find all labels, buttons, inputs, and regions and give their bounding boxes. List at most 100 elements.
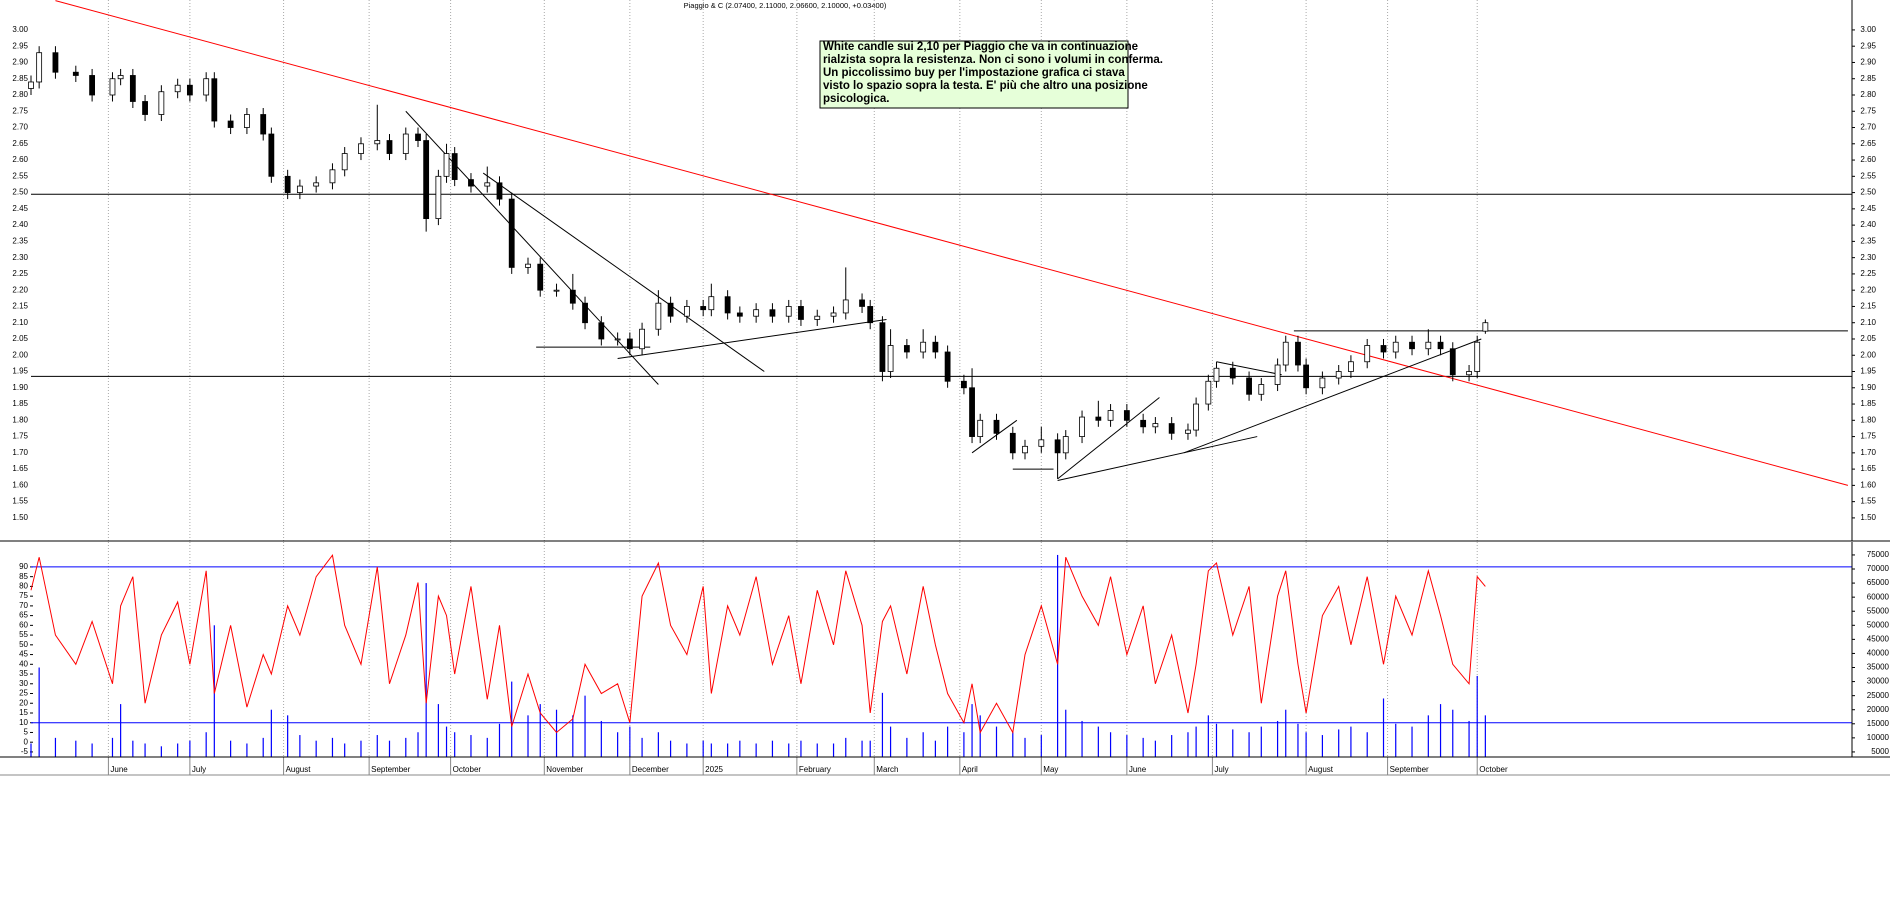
y-tick-label-right: 1.80 [1860,415,1876,424]
candle-body [36,52,43,83]
y-tick-label-right: 2.05 [1860,334,1876,343]
y-tick-label-right: 2.30 [1860,253,1876,262]
volume-bar [111,737,114,757]
volume-bar [934,740,936,757]
y-tick-label-right: 2.75 [1860,106,1876,115]
y2-tick-label: 20000 [1867,705,1890,714]
volume-bar [979,715,981,757]
y-tick-label: 2.75 [12,106,28,115]
volume-bar [189,740,191,757]
y-tick-label: 2.60 [12,155,28,164]
candle-body [944,351,951,382]
candle-body [1409,341,1415,350]
volume-bar [470,735,472,757]
candle-body [260,114,267,135]
y-tick-label: 2.45 [12,204,28,213]
y-tick-label-right: 2.35 [1860,236,1876,245]
x-tick-label: September [371,765,410,774]
candle-body [993,419,1000,434]
volume-bar [1484,715,1486,757]
candle-body [969,387,975,437]
volume-bar [641,737,643,757]
y-tick-label: 2.15 [12,302,28,311]
y-tick-label-right: 1.75 [1860,432,1876,441]
volume-bar [739,740,741,757]
volume-bar [454,732,456,757]
volume-bar [205,732,207,757]
y-tick-label: 2.05 [12,334,28,343]
volume-bar [287,715,289,757]
y2-tick-label: 35000 [1867,663,1890,672]
y-tick-label-right: 3.00 [1860,25,1876,34]
y-tick-label-right: 2.10 [1860,318,1876,327]
volume-bar [995,726,998,757]
candle-body [1054,439,1061,454]
volume-bar [1411,726,1413,757]
volume-bar [889,726,892,757]
volume-bar [1468,720,1470,757]
candle-body [1474,341,1481,372]
x-tick-label: June [1129,765,1147,774]
y-tick-label-right: 2.95 [1860,41,1876,50]
y-tick-label: 2.00 [12,350,28,359]
y-tick-label: 1.50 [12,513,28,522]
trend-line [1057,436,1258,481]
candle-body [830,312,837,317]
annotation-box [819,40,1129,109]
y-tick-label: 35 [19,669,28,678]
candle-body [1437,341,1444,350]
candle-body [700,306,707,311]
candle-body [1258,384,1265,395]
y2-tick-label: 75000 [1867,550,1890,559]
x-tick-label: 2025 [705,765,723,774]
y-tick-label: 1.90 [12,383,28,392]
volume-bar [1476,675,1478,757]
volume-bar [845,737,847,757]
candle-body [525,263,531,268]
y-tick-label-right: 2.50 [1860,188,1876,197]
candle-body [1482,322,1489,332]
x-tick-label: June [110,765,128,774]
y-tick-label-right: 1.50 [1860,513,1876,522]
candle-body [1213,367,1220,382]
candle-body [708,296,715,311]
volume-bar [331,737,334,757]
candle-body [598,322,605,340]
y2-tick-label: 60000 [1867,592,1890,601]
candle-body [451,153,458,180]
y-tick-label-right: 1.55 [1860,497,1876,506]
y-tick-label: 2.95 [12,41,28,50]
volume-bar [262,737,264,757]
candle-body [667,302,674,317]
candle-body [1319,377,1326,389]
candle-body [329,169,336,184]
volume-bar [405,737,407,757]
candle-body [1364,345,1371,363]
volume-bar [1232,729,1234,757]
candle-body [496,182,503,200]
y-tick-label: 70 [19,601,28,610]
volume-bar [669,740,672,757]
volume-bar [360,740,362,757]
volume-bar [971,704,973,757]
candle-body [402,133,409,154]
y-tick-label: -5 [21,747,29,756]
y-tick-label: 1.85 [12,399,28,408]
annotation-text: Un piccolissimo buy per l'impostazione g… [823,67,1125,79]
y-tick-label: 40 [19,659,28,668]
volume-bar [1382,698,1385,757]
volume-bar [1024,737,1026,757]
y-tick-label: 2.40 [12,220,28,229]
volume-bar [376,735,378,757]
volume-bar [881,692,884,757]
candle-body [313,182,320,187]
volume-bar [388,740,391,757]
volume-bar [344,743,346,757]
y-tick-label-right: 2.25 [1860,269,1876,278]
volume-bar [230,740,232,757]
volume-bar [1081,720,1083,757]
candle-body [109,78,116,96]
candle-body [415,133,421,141]
candle-body [1022,445,1028,454]
